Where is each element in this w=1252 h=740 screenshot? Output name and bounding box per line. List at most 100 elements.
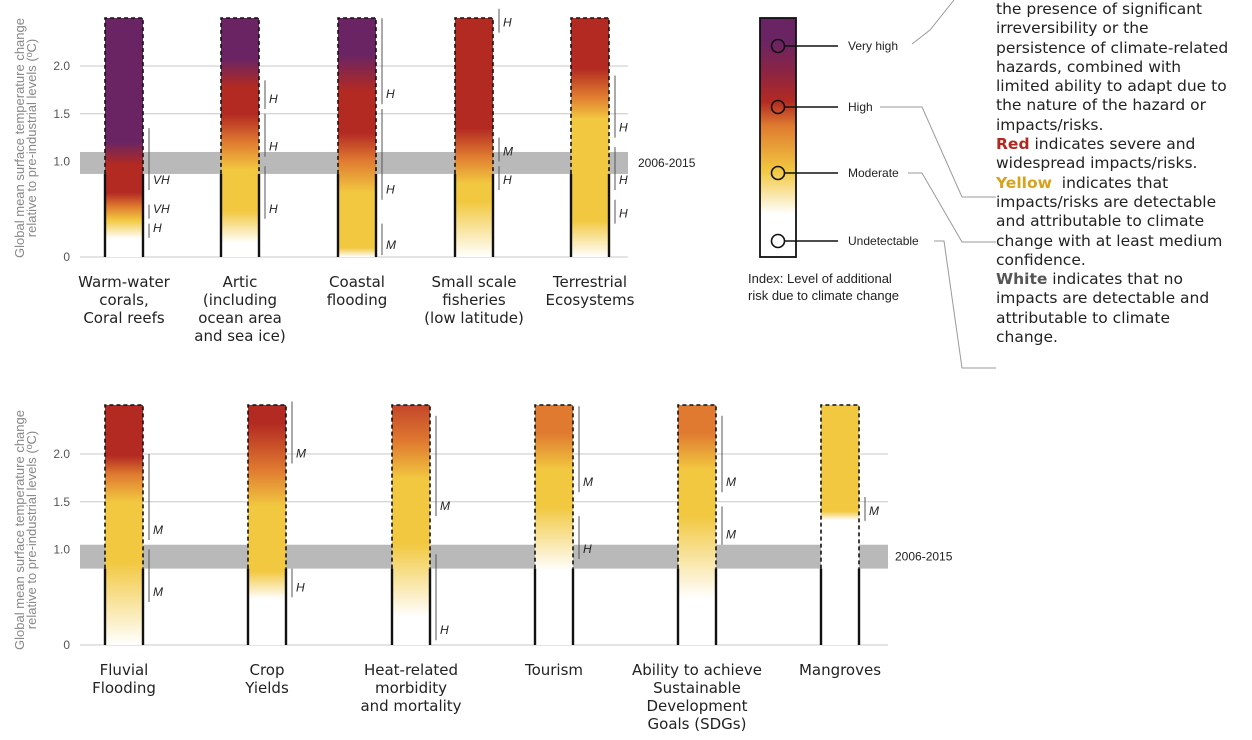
category-label: Ability to achieve	[632, 661, 762, 679]
bar-projected-outline	[104, 404, 144, 569]
legend-connector	[911, 0, 955, 45]
confidence-label: M	[153, 585, 163, 599]
legend-description: the presence of significant irreversibil…	[996, 0, 1252, 347]
confidence-label: M	[726, 528, 736, 542]
confidence-label: VH	[153, 202, 170, 216]
legend-level-label: High	[848, 100, 873, 114]
bar-projected-outline	[220, 17, 260, 174]
bar-projected-outline	[337, 17, 377, 174]
legend-level-marker	[770, 38, 786, 54]
legend-white-line: change.	[996, 328, 1058, 347]
legend-level-label: Undetectable	[848, 234, 919, 248]
y-tick-label: 0	[63, 638, 70, 652]
category-label: morbidity	[375, 679, 447, 697]
bar-projected-outline	[391, 404, 431, 569]
confidence-label: M	[386, 238, 396, 252]
category-label: Development	[647, 697, 748, 715]
confidence-label: H	[386, 183, 395, 197]
confidence-label: H	[269, 92, 278, 106]
y-axis-title: Global mean surface temperature changere…	[12, 410, 39, 650]
confidence-label: H	[296, 580, 305, 594]
risk-bar	[105, 18, 143, 257]
risk-bar	[455, 18, 493, 257]
legend-connector	[880, 106, 996, 198]
category-label: Terrestrial	[552, 273, 627, 291]
bar-projected-outline	[677, 404, 717, 569]
legend-yellow-text: indicates that	[1051, 173, 1169, 192]
category-label: fisheries	[442, 291, 506, 309]
confidence-label: H	[440, 623, 449, 637]
risk-bar	[535, 405, 573, 645]
bar-projected-outline	[247, 404, 287, 569]
category-label: Yields	[244, 679, 289, 697]
legend-connector	[908, 172, 996, 243]
legend-index-label: Index: Level of additional	[748, 271, 892, 286]
legend-purple-line: hazards, combined with	[996, 57, 1182, 76]
y-axis-title: Global mean surface temperature changere…	[12, 18, 39, 258]
chart-panel-top: 0 1.0 1.5 2.0 2006-2015 Global mean surface t…	[12, 8, 696, 345]
confidence-label: M	[440, 499, 450, 513]
confidence-label: M	[153, 523, 163, 537]
y-tick-label: 1.5	[53, 107, 70, 121]
confidence-label: H	[619, 207, 628, 221]
risk-bar	[248, 405, 286, 645]
legend-white-word: White	[996, 270, 1048, 289]
y-tick-label: 1.5	[53, 495, 70, 509]
confidence-label: H	[386, 87, 395, 101]
category-label: Small scale	[431, 273, 516, 291]
category-label: corals,	[99, 291, 149, 309]
legend-connector	[934, 240, 996, 369]
legend-yellow-line: confidence.	[996, 250, 1086, 269]
legend-red-word: Red	[996, 135, 1030, 154]
category-label: Flooding	[92, 679, 156, 697]
legend-level-label: Very high	[848, 39, 898, 53]
legend-color-bar	[759, 17, 797, 258]
category-label: Heat-related	[364, 661, 458, 679]
legend-index-label: risk due to climate change	[748, 288, 899, 303]
legend-purple-line: persistence of climate-related	[996, 38, 1229, 57]
bar-projected-outline	[570, 17, 610, 174]
legend-white-line: White indicates that no	[996, 270, 1252, 289]
reference-band-label: 2006-2015	[638, 156, 696, 170]
category-label: Goals (SDGs)	[648, 715, 747, 733]
category-label: ocean area	[198, 309, 282, 327]
bar-projected-outline	[454, 17, 494, 174]
category-label: flooding	[327, 291, 388, 309]
confidence-label: M	[503, 145, 513, 159]
confidence-label: H	[619, 121, 628, 135]
category-label: and mortality	[360, 697, 461, 715]
risk-bar	[105, 405, 143, 645]
risk-index-legend: Very high High Moderate Undetectable Index: …	[748, 0, 996, 369]
legend-yellow-line: impacts/risks are detectable	[996, 192, 1217, 211]
confidence-label: M	[296, 447, 306, 461]
reference-band-label: 2006-2015	[895, 550, 953, 564]
legend-red-line: widespread impacts/risks.	[996, 154, 1198, 173]
legend-level-marker	[770, 233, 786, 249]
category-label: Coral reefs	[83, 309, 165, 327]
category-label: Fluvial	[100, 661, 149, 679]
confidence-label: H	[583, 542, 592, 556]
y-tick-label: 1.0	[53, 543, 70, 557]
confidence-label: H	[269, 202, 278, 216]
legend-level-marker	[770, 165, 786, 181]
risk-bar	[338, 18, 376, 257]
confidence-label: H	[269, 140, 278, 154]
bar-projected-outline	[820, 404, 860, 569]
category-label: Mangroves	[799, 661, 881, 679]
y-tick-label: 2.0	[53, 59, 70, 73]
confidence-label: H	[503, 16, 512, 30]
risk-bar	[821, 405, 859, 645]
legend-yellow-word: Yellow	[996, 173, 1052, 192]
chart-panel-bottom: 0 1.0 1.5 2.0 2006-2015 Global mean surface t…	[12, 401, 953, 733]
legend-white-line: attributable to climate	[996, 308, 1171, 327]
legend-level-marker	[770, 99, 786, 115]
legend-purple-line: limited ability to adapt due to	[996, 77, 1227, 96]
legend-red-line: Red indicates severe and	[996, 135, 1252, 154]
legend-level-label: Moderate	[848, 166, 899, 180]
category-label: Sustainable	[653, 679, 741, 697]
legend-yellow-line: Yellow indicates that	[996, 174, 1252, 193]
risk-bar	[678, 405, 716, 645]
confidence-label: H	[503, 173, 512, 187]
risk-bar	[392, 405, 430, 645]
